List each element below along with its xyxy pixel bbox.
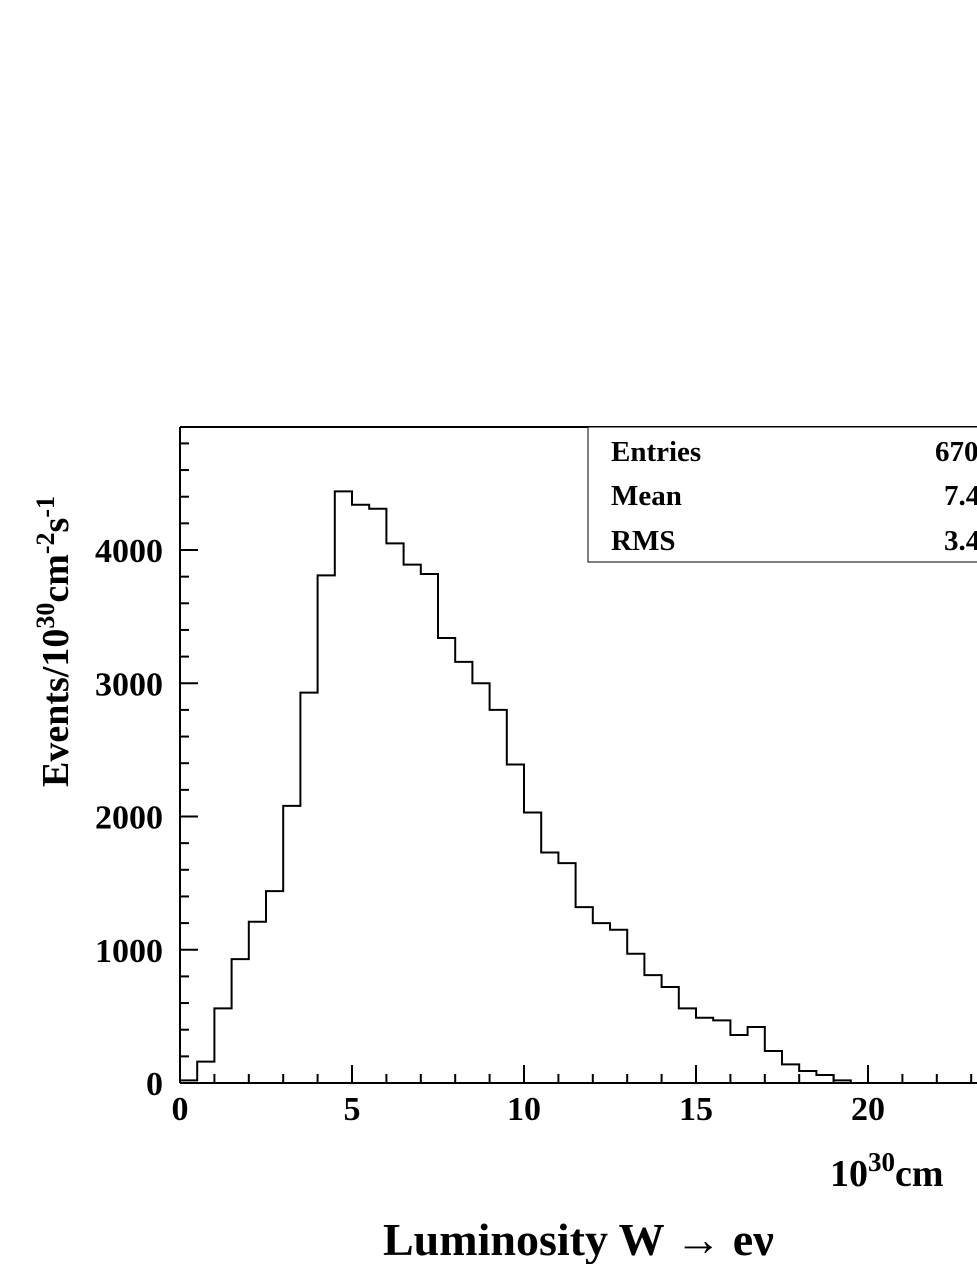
stat-value-mean: 7.4 — [944, 480, 977, 512]
histogram-series — [179, 490, 868, 1084]
y-tick-label: 2000 — [95, 800, 163, 837]
y-tick-label: 4000 — [95, 533, 163, 570]
stat-label-entries: Entries — [611, 436, 701, 468]
x-tick-label: 15 — [679, 1091, 713, 1128]
stat-value-rms: 3.4 — [944, 525, 977, 557]
y-ticks: 0 1000 2000 3000 4000 — [95, 442, 198, 1103]
y-tick-label: 3000 — [95, 666, 163, 703]
x-axis-unit-label: 1030cm — [830, 1147, 944, 1195]
chart-title: Luminosity W → eν — [383, 1214, 774, 1264]
y-tick-label: 1000 — [95, 933, 163, 970]
stat-value-entries: 670 — [935, 436, 977, 468]
stat-label-mean: Mean — [611, 480, 682, 512]
stats-box: Entries 670 Mean 7.4 RMS 3.4 — [587, 426, 977, 563]
x-tick-label: 5 — [344, 1091, 361, 1128]
x-tick-label: 10 — [507, 1091, 541, 1128]
x-tick-label: 0 — [172, 1091, 189, 1128]
stats-box-frame — [587, 426, 977, 563]
x-ticks: 0 5 10 15 20 — [172, 1065, 973, 1128]
y-tick-label: 0 — [146, 1066, 163, 1103]
stat-label-rms: RMS — [611, 525, 675, 557]
x-tick-label: 20 — [851, 1091, 885, 1128]
y-axis-label: Events/1030cm-2s-1 — [31, 496, 77, 787]
